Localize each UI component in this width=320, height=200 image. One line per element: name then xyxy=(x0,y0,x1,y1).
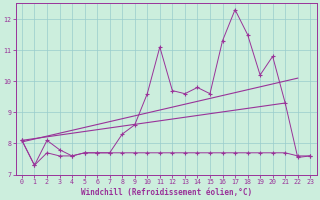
X-axis label: Windchill (Refroidissement éolien,°C): Windchill (Refroidissement éolien,°C) xyxy=(81,188,252,197)
